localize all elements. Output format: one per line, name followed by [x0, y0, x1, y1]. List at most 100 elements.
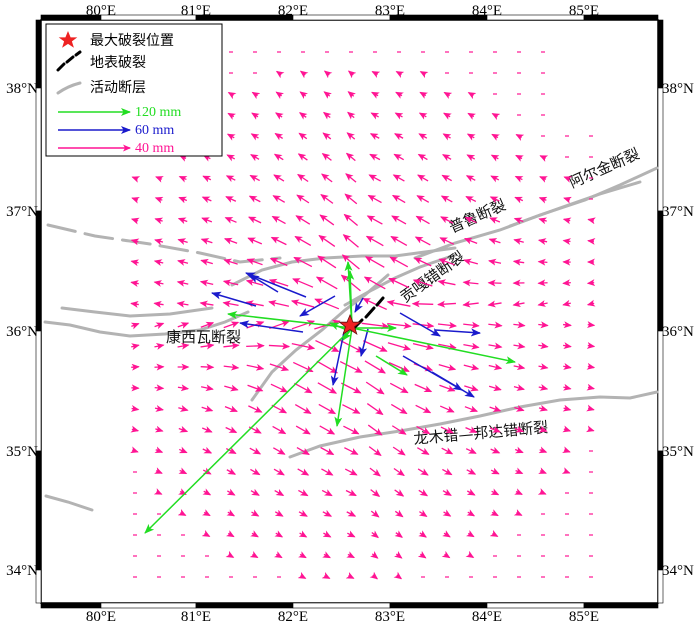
displacement-arrow [346, 551, 355, 559]
displacement-arrow [222, 279, 239, 287]
displacement-arrow [370, 530, 379, 539]
displacement-arrow [419, 91, 428, 99]
displacement-arrow [513, 238, 524, 245]
displacement-arrow [368, 174, 381, 182]
displacement-arrow [346, 509, 357, 517]
displacement-arrow [347, 111, 356, 120]
displacement-arrow [439, 384, 456, 392]
displacement-arrow [585, 425, 595, 433]
displacement-arrow-120mm [329, 322, 348, 331]
displacement-arrow [155, 176, 164, 183]
displacement-arrow [489, 405, 502, 412]
displacement-arrow [393, 571, 403, 580]
displacement-arrow [465, 426, 478, 433]
displacement-arrow [417, 468, 429, 476]
displacement-arrow [154, 425, 164, 433]
displacement-arrow [489, 529, 499, 537]
displacement-arrow [391, 215, 407, 225]
displacement-arrow [370, 509, 380, 518]
displacement-arrow [249, 174, 260, 182]
displacement-arrow [153, 280, 164, 287]
displacement-arrow [176, 300, 189, 308]
displacement-arrow [489, 426, 501, 433]
displacement-arrow [246, 363, 265, 371]
displacement-arrow [177, 509, 187, 516]
displacement-arrow [537, 279, 548, 287]
displacement-arrow [315, 339, 340, 353]
displacement-arrow [391, 194, 406, 204]
frame-bar-bottom [583, 602, 659, 609]
frame-bar-right [657, 19, 664, 89]
displacement-arrow [439, 237, 455, 245]
lon-tick-top-80: 80°E [86, 3, 116, 19]
displacement-arrow [322, 509, 333, 517]
displacement-arrow [515, 154, 524, 162]
legend-active-fault-label: 活动断层 [90, 80, 146, 96]
displacement-arrow [298, 530, 308, 538]
displacement-arrow [362, 297, 387, 311]
displacement-arrow [440, 195, 453, 203]
frame-bar-right [657, 87, 664, 212]
lon-tick-top-85: 85°E [569, 3, 599, 19]
displacement-arrow [413, 257, 432, 267]
frame-bar-left [35, 450, 42, 571]
displacement-arrow [130, 259, 140, 267]
displacement-arrow [441, 550, 451, 559]
displacement-arrow [338, 339, 364, 353]
lon-tick-bottom-82: 82°E [278, 609, 308, 625]
displacement-arrow [368, 446, 382, 456]
displacement-arrow [270, 236, 287, 246]
displacement-arrow [438, 342, 457, 350]
displacement-arrow [320, 194, 334, 204]
lat-tick-right-36: 36°N [662, 324, 694, 340]
displacement-arrow [390, 235, 408, 247]
displacement-arrow [514, 467, 524, 475]
displacement-arrow-60mm [239, 320, 304, 333]
displacement-arrow [297, 468, 310, 476]
displacement-arrow [467, 92, 477, 100]
displacement-arrow [491, 112, 501, 121]
displacement-arrow [370, 489, 381, 497]
displacement-arrow [130, 300, 139, 308]
displacement-arrow [419, 71, 429, 79]
frame-bar-left [35, 330, 42, 452]
displacement-arrow [317, 382, 338, 394]
displacement-arrow [437, 279, 456, 287]
displacement-arrow [442, 488, 452, 496]
displacement-arrow [490, 467, 500, 475]
legend-max-rupture-label: 最大破裂位置 [90, 33, 174, 49]
lon-tick-bottom-85: 85°E [569, 609, 599, 625]
displacement-arrow [394, 133, 404, 141]
displacement-arrow [442, 154, 452, 162]
displacement-arrow [562, 279, 571, 287]
displacement-arrow [318, 235, 336, 247]
displacement-arrow [462, 279, 479, 287]
displacement-arrow-60mm [359, 328, 369, 357]
displacement-arrow [178, 175, 188, 183]
displacement-arrow [178, 405, 189, 412]
lon-tick-bottom-81: 81°E [181, 609, 211, 625]
displacement-arrow [415, 215, 430, 225]
frame-bar-top [583, 14, 659, 21]
longmu-bangda-fault-trace [288, 390, 659, 459]
displacement-arrow [296, 194, 310, 204]
displacement-arrow [443, 112, 452, 120]
displacement-arrow [154, 467, 163, 474]
lat-tick-left-35: 35°N [6, 444, 38, 460]
displacement-arrow [563, 362, 572, 370]
displacement-arrow [223, 321, 240, 329]
displacement-arrow [463, 258, 478, 266]
displacement-arrow [489, 217, 501, 224]
displacement-arrow [490, 154, 500, 162]
displacement-arrow [297, 571, 307, 579]
displacement-arrow [323, 91, 332, 99]
displacement-arrow [537, 258, 548, 266]
displacement-arrow [201, 529, 211, 537]
displacement-arrow [389, 382, 409, 394]
displacement-arrow [131, 363, 140, 371]
displacement-arrow [322, 551, 331, 559]
legend-surface-rupture-label: 地表破裂 [90, 55, 146, 71]
displacement-arrow [513, 509, 523, 516]
displacement-arrow [294, 235, 312, 247]
displacement-arrow [298, 132, 308, 141]
